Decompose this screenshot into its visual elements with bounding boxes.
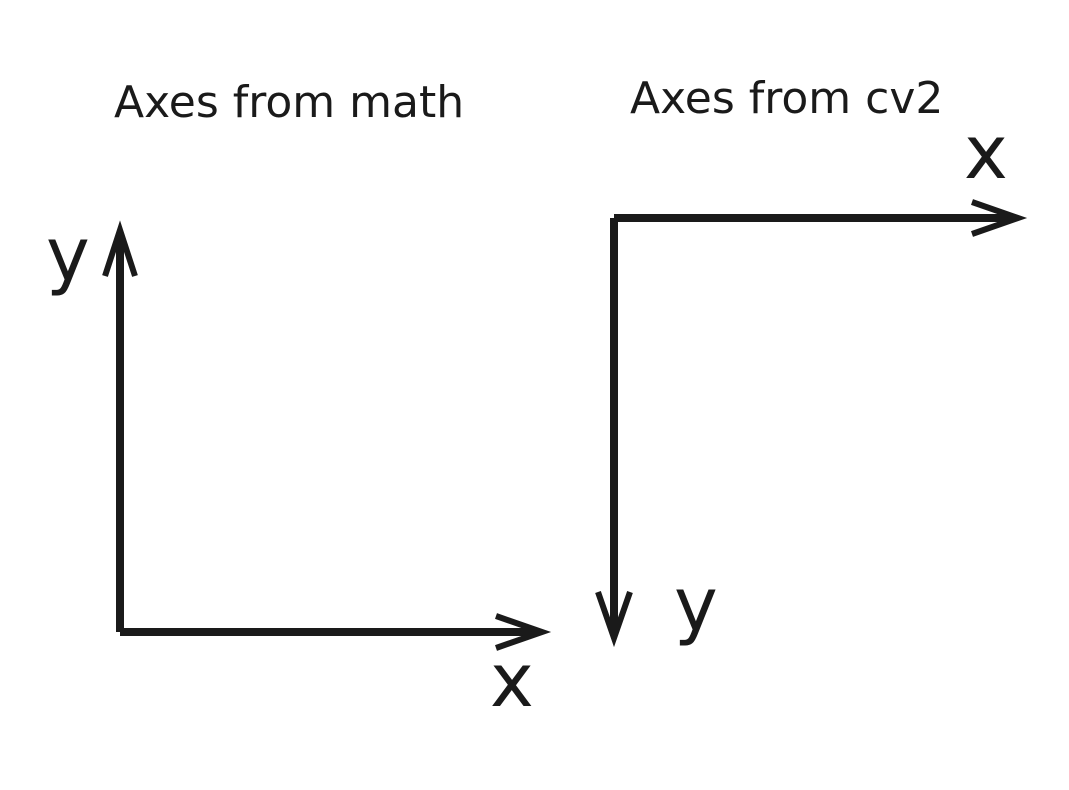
cv2-x-arrow-head-icon [971, 199, 1028, 237]
cv2-y-axis-label: y [674, 562, 718, 648]
math-y-arrow-head-icon [102, 220, 138, 277]
math-axes-panel: Axes from math y x [46, 77, 552, 724]
math-panel-title: Axes from math [114, 77, 464, 128]
cv2-axes-panel: Axes from cv2 x y [595, 73, 1028, 648]
cv2-axes-lines [610, 214, 1012, 632]
cv2-panel-title: Axes from cv2 [630, 73, 943, 124]
math-x-arrow-head-icon [495, 613, 552, 651]
math-y-axis-label: y [46, 212, 90, 298]
cv2-x-axis-label: x [964, 110, 1008, 196]
math-axes-lines [116, 236, 536, 636]
cv2-y-arrow-head-icon [595, 591, 633, 648]
math-x-axis-label: x [490, 638, 534, 724]
